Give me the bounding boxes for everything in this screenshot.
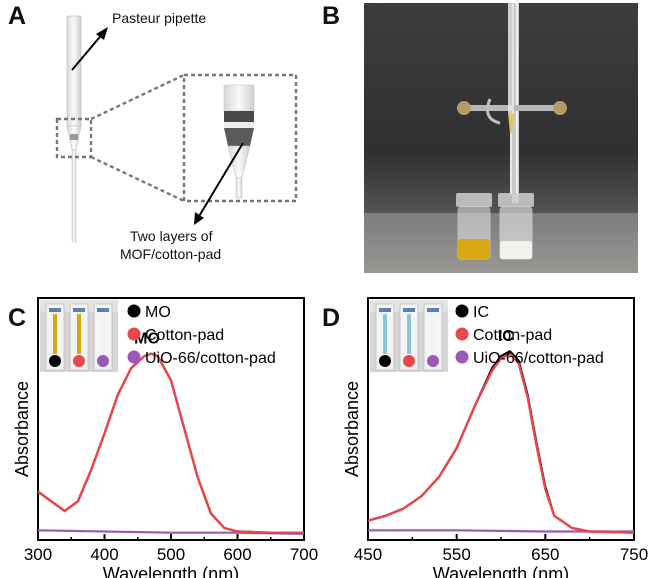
- legend-marker-2: [127, 350, 141, 364]
- apparatus-photo: [364, 3, 638, 273]
- cuvette-liquid-2: [431, 314, 435, 354]
- pipette-label-arrow: [71, 31, 105, 71]
- cuvette-cap-0: [49, 308, 61, 312]
- legend-marker-0: [127, 304, 141, 318]
- cuvette-liquid-0: [383, 314, 387, 354]
- pipette-in-clamp: [508, 3, 514, 113]
- legend-label-2: UiO-66/cotton-pad: [145, 350, 276, 367]
- x-tick-label-4: 700: [290, 545, 318, 564]
- layers-label-line1: Two layers of: [130, 228, 213, 244]
- x-tick-label-2: 650: [531, 545, 559, 564]
- cuvette-cap-2: [97, 308, 109, 312]
- panel-c-letter: C: [8, 304, 27, 332]
- legend-marker-1: [455, 327, 469, 341]
- legend-marker-0: [455, 304, 469, 318]
- cuvette-dot-0: [379, 355, 391, 367]
- x-tick-label-3: 600: [223, 545, 251, 564]
- panel-d-letter: D: [322, 304, 341, 332]
- y-axis-label: Absorbance: [342, 381, 362, 477]
- pipette-filter-layer: [70, 134, 78, 140]
- vial-before: [456, 193, 492, 207]
- x-axis-label: Wavelength (nm): [433, 564, 569, 578]
- pipette-body: [66, 15, 82, 127]
- x-tick-label-3: 750: [620, 545, 648, 564]
- apparatus-illustration: [364, 3, 638, 273]
- layers-label-line2: MOF/cotton-pad: [120, 246, 222, 262]
- legend-label-2: UiO-66/cotton-pad: [473, 350, 604, 367]
- pipette-tip: [71, 149, 77, 243]
- cuvette-liquid-1: [407, 314, 411, 354]
- x-tick-label-2: 500: [157, 545, 185, 564]
- x-tick-label-1: 550: [442, 545, 470, 564]
- zoom-detail-box: [182, 73, 298, 203]
- zoom-source-box: [55, 117, 93, 159]
- cuvette-cap-2: [427, 308, 439, 312]
- chart-c: 300 400 500 600 700 Wavelength (nm) Absorbance…: [12, 297, 318, 578]
- legend-label-1: Cotton-pad: [145, 327, 224, 344]
- peak-annotation: MO: [134, 331, 160, 348]
- series-line-cotton-pad: [367, 352, 635, 534]
- mof-layer-top: [224, 111, 254, 122]
- cuvette-dot-2: [97, 355, 109, 367]
- cuvette-dot-1: [73, 355, 85, 367]
- panel-a-letter: A: [8, 2, 27, 30]
- y-axis-label: Absorbance: [12, 381, 32, 477]
- layers-label-arrow: [197, 142, 244, 219]
- legend-marker-1: [127, 327, 141, 341]
- x-tick-label-0: 450: [354, 545, 382, 564]
- cuvette-cap-1: [73, 308, 85, 312]
- cuvette-liquid-1: [77, 314, 81, 354]
- peak-annotation: IC: [498, 328, 514, 345]
- pipette-diagram: [55, 15, 298, 243]
- cuvette-cap-0: [379, 308, 391, 312]
- cuvette-liquid-2: [101, 314, 105, 354]
- x-tick-label-0: 300: [24, 545, 52, 564]
- legend-label-1: Cotton-pad: [473, 327, 552, 344]
- legend-marker-2: [455, 350, 469, 364]
- pipette-label: Pasteur pipette: [112, 10, 207, 26]
- legend-label-0: MO: [145, 304, 171, 321]
- stand-rod: [512, 3, 519, 203]
- panel-b-letter: B: [322, 2, 341, 30]
- cuvette-liquid-0: [53, 314, 57, 354]
- x-tick-label-1: 400: [90, 545, 118, 564]
- cuvette-dot-2: [427, 355, 439, 367]
- cuvette-dot-1: [403, 355, 415, 367]
- vial-after: [498, 193, 534, 207]
- x-axis-label: Wavelength (nm): [103, 564, 239, 578]
- series-line-cotton-pad: [37, 352, 304, 534]
- legend-label-0: IC: [473, 304, 489, 321]
- chart-d: 450 550 650 750 Wavelength (nm) Absorbance IC I…: [342, 297, 648, 578]
- cuvette-cap-1: [403, 308, 415, 312]
- cuvette-dot-0: [49, 355, 61, 367]
- mof-layer-bottom: [224, 128, 254, 146]
